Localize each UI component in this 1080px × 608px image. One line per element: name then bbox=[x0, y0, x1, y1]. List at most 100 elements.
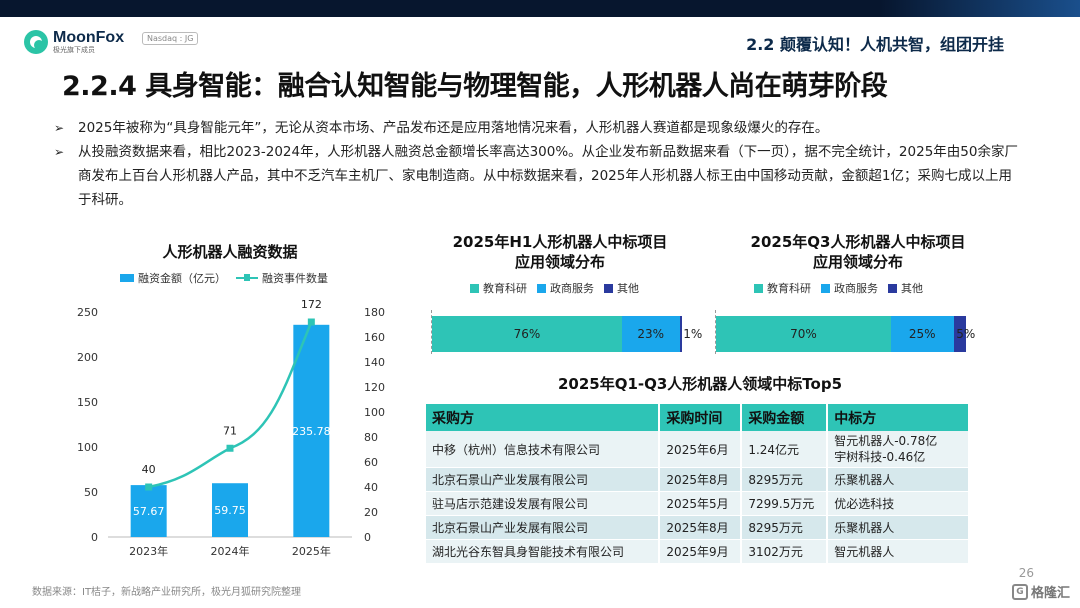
y2-tick-label: 100 bbox=[364, 406, 385, 419]
data-source-note: 数据来源：IT桔子，新战略产业研究所，极光月狐研究院整理 bbox=[32, 587, 302, 598]
x-tick-label: 2025年 bbox=[292, 544, 331, 558]
winner-line: 智元机器人-0.78亿 bbox=[834, 434, 938, 448]
bullet-item: ➢ 从投融资数据来看，相比2023-2024年，人形机器人融资总金额增长率高达3… bbox=[54, 140, 1024, 212]
y-tick-label: 250 bbox=[77, 306, 98, 319]
bar-segment: 5% bbox=[953, 316, 975, 352]
cell-winner: 智元机器人-0.78亿 宇树科技-0.46亿 bbox=[827, 431, 970, 468]
bar-segment: 23% bbox=[622, 316, 680, 352]
h1-title-line: 应用领域分布 bbox=[514, 253, 605, 271]
bullet-text: 从投融资数据来看，相比2023-2024年，人形机器人融资总金额增长率高达300… bbox=[78, 144, 1018, 208]
legend-label: 政商服务 bbox=[834, 282, 878, 295]
line-value-label: 71 bbox=[223, 424, 237, 437]
x-tick-label: 2024年 bbox=[211, 544, 250, 558]
line-point bbox=[226, 444, 234, 452]
segment-label: 23% bbox=[637, 327, 665, 341]
cell-time: 2025年9月 bbox=[659, 539, 743, 564]
cell-time: 2025年8月 bbox=[659, 467, 743, 492]
financing-chart-title: 人形机器人融资数据 bbox=[162, 243, 298, 261]
winner-line: 乐聚机器人 bbox=[834, 472, 895, 487]
cell-buyer: 驻马店示范建设发展有限公司 bbox=[426, 491, 661, 516]
cell-time: 2025年8月 bbox=[659, 515, 743, 540]
x-tick-label: 2023年 bbox=[129, 544, 168, 558]
cell-buyer: 北京石景山产业发展有限公司 bbox=[426, 515, 661, 540]
cell-amount: 3102万元 bbox=[741, 539, 829, 564]
cell-winner: 乐聚机器人 bbox=[827, 467, 970, 492]
table-row: 北京石景山产业发展有限公司 2025年8月 8295万元 乐聚机器人 bbox=[426, 467, 970, 492]
moonfox-logo-icon bbox=[24, 29, 48, 54]
y2-tick-label: 120 bbox=[364, 381, 385, 394]
legend-item: 其他 bbox=[604, 280, 639, 296]
cell-winner: 优必选科技 bbox=[827, 491, 970, 516]
y-tick-label: 200 bbox=[77, 351, 98, 364]
segment-label: 1% bbox=[683, 327, 703, 341]
y-tick-label: 150 bbox=[77, 396, 98, 409]
column-header-amount: 采购金额 bbox=[741, 404, 829, 431]
legend-label: 融资事件数量 bbox=[262, 272, 328, 285]
legend-swatch bbox=[537, 283, 546, 293]
y-tick-label: 0 bbox=[91, 531, 98, 544]
legend-swatch-line bbox=[236, 274, 258, 281]
cell-winner: 智元机器人 bbox=[827, 539, 970, 564]
bar-value-label: 235.78 bbox=[292, 425, 331, 438]
legend-item-count: 融资事件数量 bbox=[236, 270, 328, 286]
page-number: 26 bbox=[1018, 566, 1034, 580]
y-tick-label: 50 bbox=[84, 486, 98, 499]
table-row: 北京石景山产业发展有限公司 2025年8月 8295万元 乐聚机器人 bbox=[426, 515, 970, 540]
nasdaq-badge: Nasdaq : JG bbox=[142, 32, 199, 45]
bullet-item: ➢ 2025年被称为“具身智能元年”，无论从资本市场、产品发布还是应用落地情况来… bbox=[54, 116, 1024, 140]
legend-item: 其他 bbox=[888, 280, 923, 296]
y2-tick-label: 40 bbox=[364, 481, 378, 494]
legend-swatch bbox=[754, 283, 763, 293]
top-bar-accent bbox=[880, 0, 1080, 17]
page-title: 2.2.4 具身智能：融合认知智能与物理智能，人形机器人尚在萌芽阶段 bbox=[62, 71, 888, 102]
legend-label: 融资金额（亿元） bbox=[138, 272, 226, 285]
bullet-list: ➢ 2025年被称为“具身智能元年”，无论从资本市场、产品发布还是应用落地情况来… bbox=[54, 116, 1024, 212]
bar bbox=[130, 485, 167, 537]
bar bbox=[212, 483, 248, 537]
logo-name: MoonFox bbox=[53, 29, 125, 46]
cell-winner: 乐聚机器人 bbox=[827, 515, 970, 540]
y2-tick-label: 140 bbox=[364, 356, 385, 369]
h1-stacked-bar: 76% 23% 1% bbox=[432, 316, 702, 352]
moonfox-logo: MoonFox 极光旗下成员 bbox=[24, 29, 124, 54]
legend-swatch bbox=[470, 283, 479, 293]
line-point bbox=[307, 318, 315, 326]
legend-label: 教育科研 bbox=[483, 282, 527, 295]
legend-item: 政商服务 bbox=[821, 280, 878, 296]
segment-label: 70% bbox=[790, 327, 817, 341]
count-line bbox=[148, 321, 313, 489]
section-tag: 2.2 颠覆认知！人机共智，组团开挂 bbox=[746, 35, 1004, 54]
top5-table-title: 2025年Q1-Q3人形机器人领域中标Top5 bbox=[557, 375, 843, 393]
q3-bar-axis bbox=[715, 310, 716, 354]
bar-value-label: 57.67 bbox=[133, 505, 165, 518]
winner-line: 优必选科技 bbox=[834, 496, 895, 511]
financing-combo-chart: 0 50 100 150 200 250 0 20 40 60 80 100 120 140 160 180 5… bbox=[77, 298, 385, 558]
y2-tick-label: 160 bbox=[364, 331, 385, 344]
y-tick-label: 100 bbox=[77, 441, 98, 454]
cell-buyer: 湖北光谷东智具身智能技术有限公司 bbox=[426, 539, 661, 564]
y2-tick-label: 20 bbox=[364, 506, 378, 519]
bullet-text: 2025年被称为“具身智能元年”，无论从资本市场、产品发布还是应用落地情况来看，… bbox=[78, 120, 829, 136]
y2-tick-label: 60 bbox=[364, 456, 378, 469]
q3-title-line: 应用领域分布 bbox=[812, 253, 903, 271]
arrow-bullet-icon: ➢ bbox=[54, 121, 65, 135]
legend-item-amount: 融资金额（亿元） bbox=[120, 270, 226, 286]
y2-tick-label: 80 bbox=[364, 431, 378, 444]
legend-label: 其他 bbox=[617, 282, 639, 295]
bar bbox=[293, 324, 330, 537]
column-header-time: 采购时间 bbox=[659, 404, 743, 431]
bar-segment: 1% bbox=[679, 316, 702, 352]
line-point bbox=[145, 483, 153, 491]
cell-buyer: 北京石景山产业发展有限公司 bbox=[426, 467, 661, 492]
table-row: 中移（杭州）信息技术有限公司 2025年6月 1.24亿元 智元机器人-0.78亿 宇树… bbox=[426, 431, 970, 468]
winner-line: 乐聚机器人 bbox=[834, 520, 895, 535]
top5-table: 采购方 采购时间 采购金额 中标方 中移（杭州）信息技术有限公司 2025年6月 1… bbox=[426, 404, 970, 564]
q3-title-line: 2025年Q3人形机器人中标项目 bbox=[750, 233, 966, 251]
legend-label: 其他 bbox=[901, 282, 923, 295]
segment-label: 5% bbox=[956, 327, 976, 341]
logo-subtitle: 极光旗下成员 bbox=[53, 46, 95, 54]
legend-label: 教育科研 bbox=[767, 282, 811, 295]
cell-amount: 8295万元 bbox=[741, 515, 829, 540]
table-row: 驻马店示范建设发展有限公司 2025年5月 7299.5万元 优必选科技 bbox=[426, 491, 970, 516]
cell-amount: 8295万元 bbox=[741, 467, 829, 492]
